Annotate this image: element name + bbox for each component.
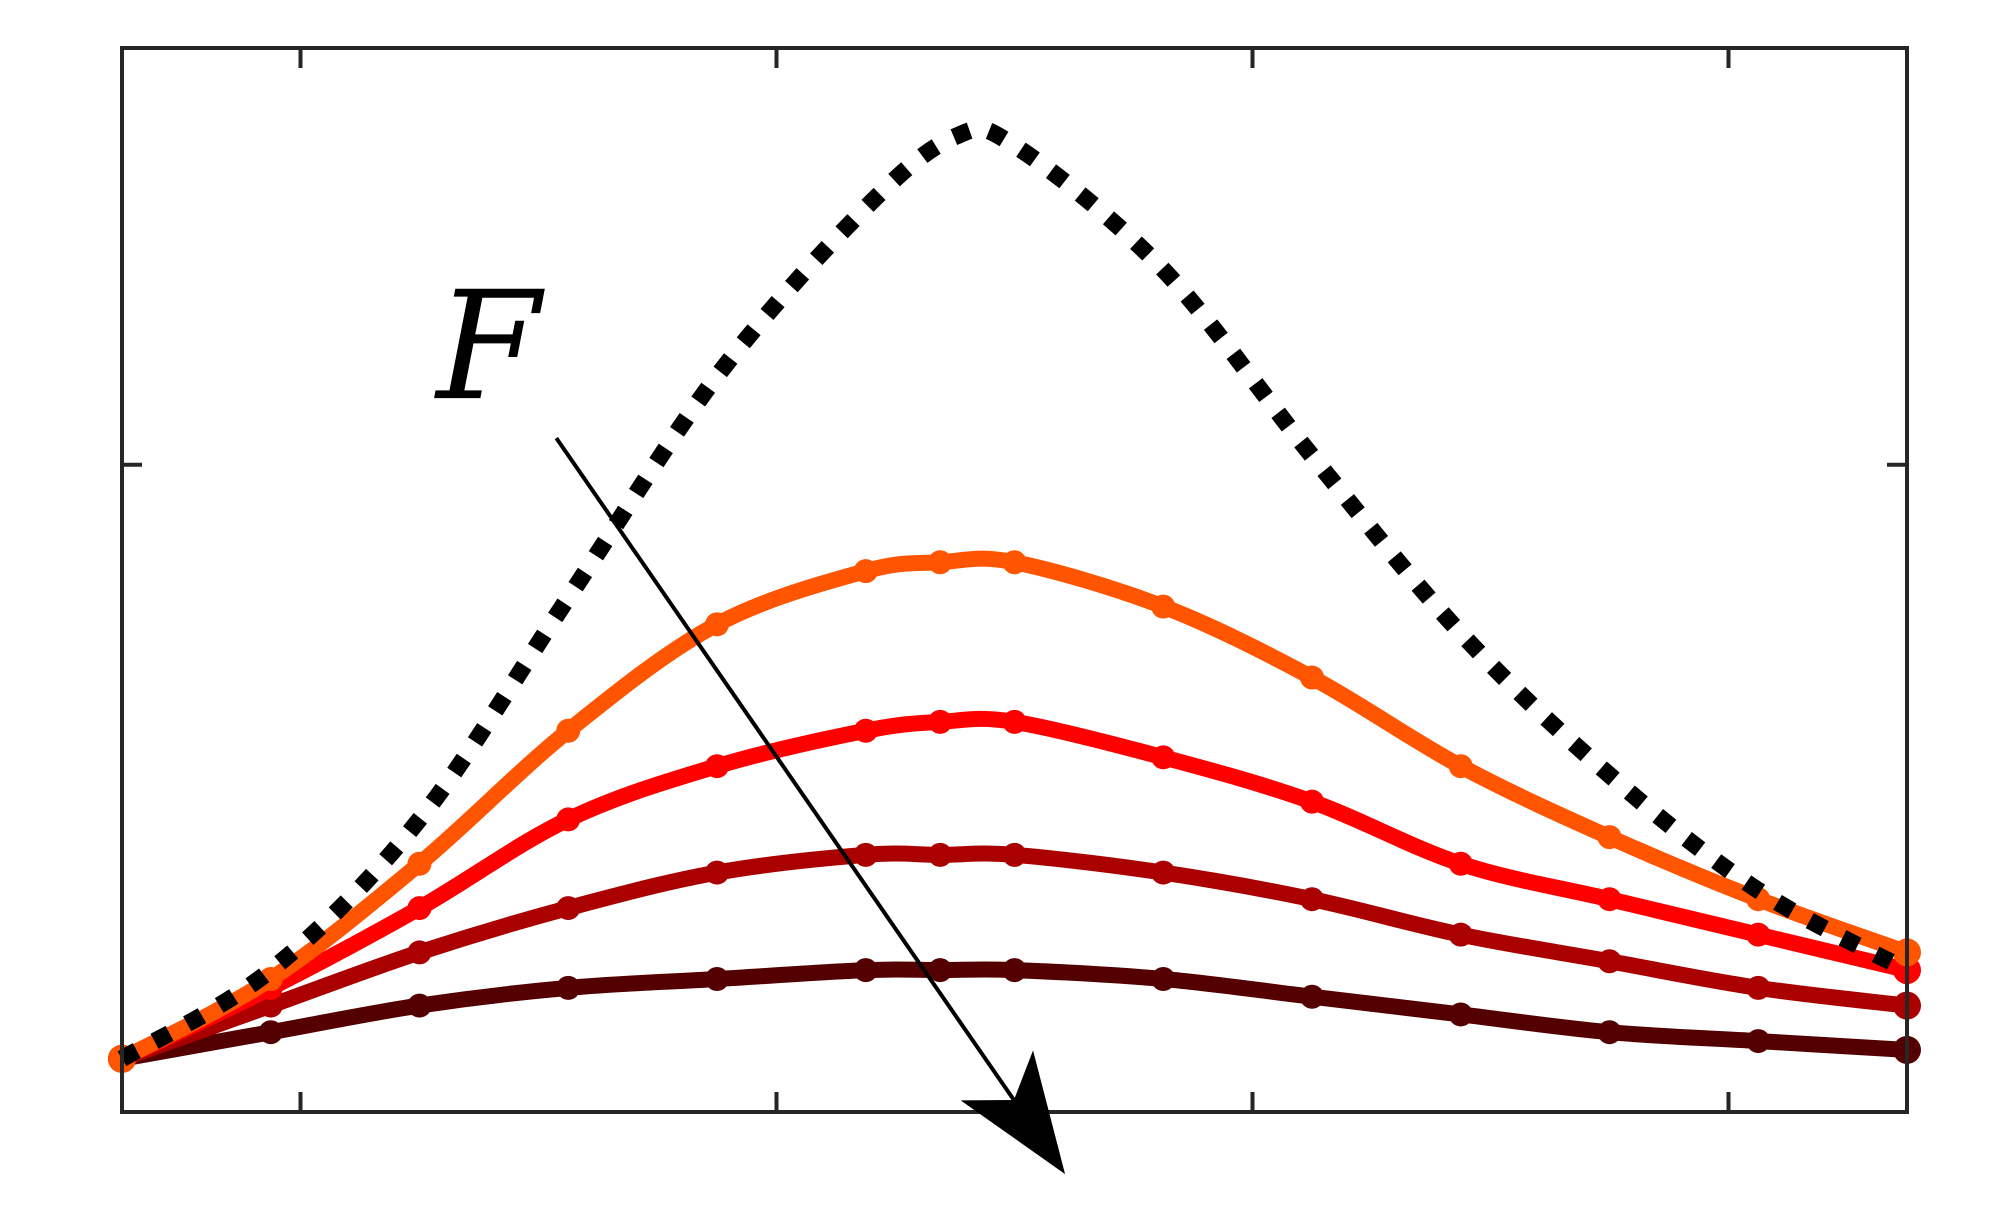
data-point bbox=[407, 896, 432, 921]
data-point bbox=[1151, 745, 1176, 770]
data-point bbox=[1746, 975, 1771, 1000]
data-point bbox=[407, 993, 432, 1018]
data-point bbox=[853, 958, 878, 983]
data-point bbox=[1597, 949, 1622, 974]
data-point bbox=[1151, 594, 1176, 619]
data-point bbox=[1300, 665, 1324, 690]
data-point bbox=[1002, 550, 1027, 575]
data-point bbox=[853, 559, 878, 584]
data-point bbox=[705, 860, 729, 885]
data-point bbox=[1151, 967, 1176, 991]
series-layer bbox=[108, 120, 1921, 1073]
data-point bbox=[1448, 851, 1473, 876]
axes-layer bbox=[120, 46, 1909, 1114]
data-point bbox=[556, 896, 581, 921]
data-point bbox=[705, 754, 729, 779]
data-point bbox=[1002, 958, 1027, 983]
data-point bbox=[928, 550, 953, 575]
data-point bbox=[705, 967, 729, 991]
series-3 bbox=[108, 842, 1921, 1073]
series-1 bbox=[108, 550, 1921, 1073]
data-point bbox=[258, 1020, 283, 1045]
data-point bbox=[1002, 842, 1027, 867]
data-point bbox=[1597, 1020, 1622, 1045]
data-point bbox=[556, 975, 581, 1000]
data-point bbox=[705, 612, 729, 637]
data-point bbox=[556, 718, 581, 743]
data-point bbox=[853, 842, 878, 867]
data-point bbox=[1597, 887, 1622, 912]
data-point bbox=[1300, 887, 1324, 912]
data-point bbox=[928, 842, 953, 867]
data-point bbox=[1746, 922, 1771, 947]
plot-frame bbox=[120, 46, 1909, 1114]
data-point bbox=[1300, 789, 1324, 814]
data-point bbox=[1300, 984, 1324, 1009]
series-line bbox=[114, 550, 1915, 1067]
data-point bbox=[1746, 1029, 1771, 1054]
data-point bbox=[1151, 860, 1176, 885]
annotation-layer: F bbox=[433, 260, 1066, 1175]
data-point bbox=[1597, 825, 1622, 850]
data-point bbox=[928, 709, 953, 734]
data-point bbox=[928, 958, 953, 983]
annotation-label: F bbox=[433, 260, 545, 434]
data-point bbox=[1448, 754, 1473, 779]
data-point bbox=[407, 940, 432, 965]
series-0 bbox=[117, 120, 1912, 1067]
series-line bbox=[114, 961, 1915, 1067]
dotted-series-line bbox=[117, 120, 1912, 1067]
data-point bbox=[1448, 922, 1473, 947]
data-point bbox=[407, 851, 432, 876]
data-point bbox=[1448, 1002, 1473, 1027]
annotation-arrow-head bbox=[960, 1050, 1066, 1175]
data-point bbox=[853, 718, 878, 743]
data-point bbox=[1002, 709, 1027, 734]
data-point bbox=[556, 807, 581, 832]
annotation-arrow-shaft bbox=[554, 436, 1016, 1102]
